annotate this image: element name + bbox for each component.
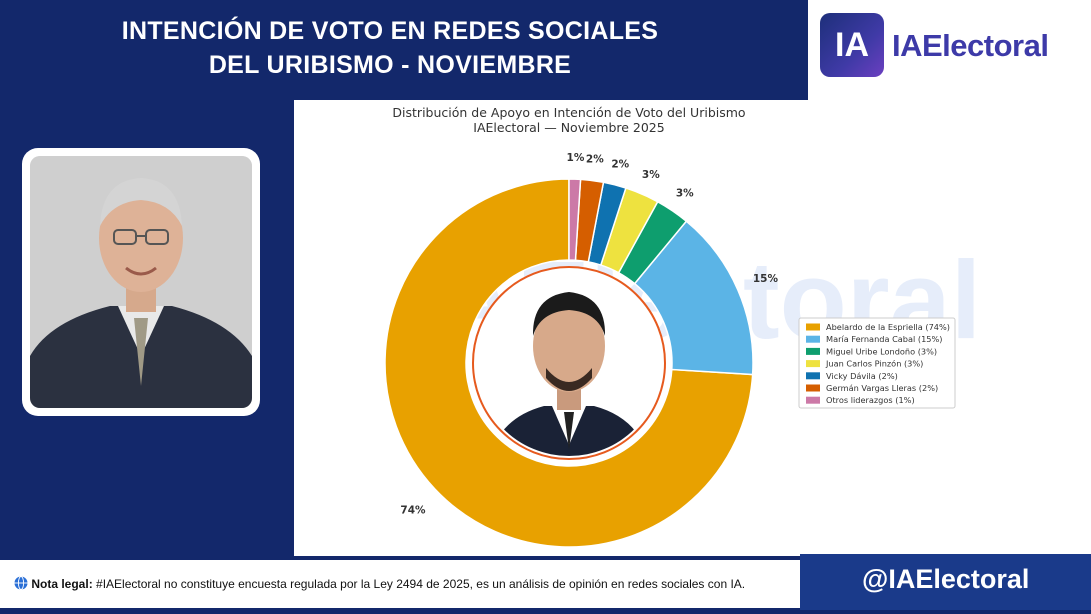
brand-name: IAElectoral [892, 28, 1049, 63]
legend-swatch [806, 396, 820, 404]
chart-legend: Abelardo de la Espriella (74%) María Fern… [798, 317, 956, 409]
slice-label: 2% [611, 158, 629, 170]
legend-label: Abelardo de la Espriella (74%) [826, 322, 950, 332]
legend-swatch [806, 335, 820, 343]
legal-note: Nota legal: #IAElectoral no constituye e… [14, 576, 745, 591]
donut-slice [384, 178, 754, 548]
page-title: INTENCIÓN DE VOTO EN REDES SOCIALES DEL … [40, 14, 740, 82]
legend-swatch [806, 384, 820, 392]
title-line-2: DEL URIBISMO - NOVIEMBRE [208, 51, 572, 79]
man-portrait-icon [476, 270, 662, 456]
legend-label: Germán Vargas Lleras (2%) [826, 383, 938, 393]
legend-swatch [806, 372, 820, 380]
leader-photo [30, 156, 252, 408]
legend-swatch [806, 360, 820, 368]
leader-photo-card [22, 148, 260, 416]
slice-label: 3% [642, 169, 660, 181]
man-portrait-icon [30, 156, 252, 408]
legend-label: Miguel Uribe Londoño (3%) [826, 346, 937, 356]
social-handle-box: @IAElectoral [800, 554, 1091, 610]
chart-area: IAElectoral Distribución de Apoyo en Int… [294, 100, 1091, 556]
legal-note-label: Nota legal: [31, 577, 93, 591]
social-handle: @IAElectoral [862, 564, 1030, 594]
donut-chart: IAElectoral Distribución de Apoyo en Int… [384, 105, 981, 548]
brand-logo: IA IAElectoral [808, 0, 1091, 100]
legal-note-bar: Nota legal: #IAElectoral no constituye e… [0, 560, 800, 608]
legend-label: Otros liderazgos (1%) [826, 395, 915, 405]
legend-swatch [806, 323, 820, 331]
slice-label: 3% [676, 188, 694, 200]
header-band: INTENCIÓN DE VOTO EN REDES SOCIALES DEL … [0, 0, 808, 100]
title-line-1: INTENCIÓN DE VOTO EN REDES SOCIALES [121, 17, 659, 45]
legend-label: Vicky Dávila (2%) [826, 371, 898, 381]
chart-subtitle: IAElectoral — Noviembre 2025 [473, 120, 664, 135]
legend-label: Juan Carlos Pinzón (3%) [825, 359, 923, 369]
slice-label: 74% [400, 504, 426, 516]
donut-slice [568, 178, 582, 261]
legal-note-text: #IAElectoral no constituye encuesta regu… [92, 577, 746, 591]
legend-label: María Fernanda Cabal (15%) [826, 334, 943, 344]
brand-mark-icon: IA [820, 13, 884, 77]
slice-label: 1% [567, 152, 585, 164]
slice-label: 2% [586, 154, 604, 166]
globe-icon [14, 576, 28, 590]
chart-title: Distribución de Apoyo en Intención de Vo… [392, 105, 745, 120]
candidate-portrait [472, 266, 666, 460]
slice-label: 15% [753, 273, 779, 285]
legend-swatch [806, 347, 820, 355]
